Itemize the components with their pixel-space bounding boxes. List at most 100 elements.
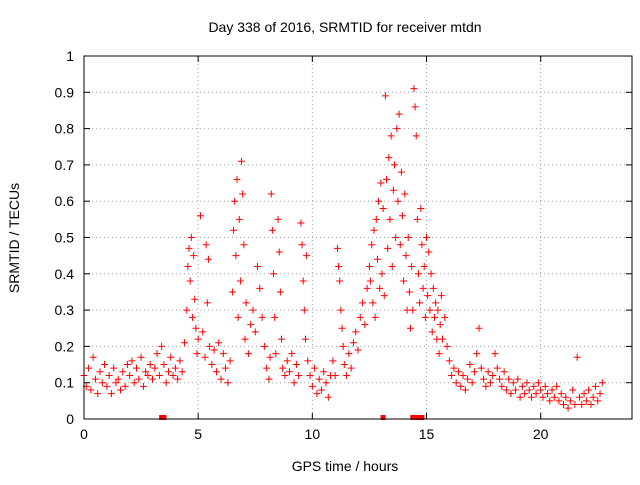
data-point: [384, 244, 392, 252]
data-point: [313, 390, 321, 398]
data-point: [475, 324, 483, 332]
data-point: [329, 357, 337, 365]
data-point: [544, 390, 552, 398]
data-point: [238, 157, 246, 165]
data-point: [389, 186, 397, 194]
data-point: [419, 284, 427, 292]
data-point: [448, 371, 456, 379]
data-point: [201, 353, 209, 361]
data-point: [373, 255, 381, 263]
data-point: [596, 390, 604, 398]
data-point: [91, 375, 99, 383]
data-point: [376, 284, 384, 292]
data-point: [158, 342, 166, 350]
data-point: [412, 132, 420, 140]
chart-title: Day 338 of 2016, SRMTID for receiver mtd…: [208, 19, 481, 35]
data-point: [367, 277, 375, 285]
data-point: [454, 368, 462, 376]
data-point: [388, 263, 396, 271]
tick-labels: 00.10.20.30.40.50.60.70.80.910 5 10 15 20: [55, 48, 549, 442]
data-point: [562, 393, 570, 401]
data-point: [393, 125, 401, 133]
data-point: [224, 379, 232, 387]
data-point: [304, 357, 312, 365]
data-point: [379, 204, 387, 212]
data-point: [435, 350, 443, 358]
data-point: [381, 92, 389, 100]
data-point: [196, 212, 204, 220]
data-point: [500, 368, 508, 376]
data-point: [411, 103, 419, 111]
data-point: [133, 364, 141, 372]
data-point: [385, 154, 393, 162]
data-point: [413, 215, 421, 223]
axis-markers: [159, 415, 425, 420]
data-point: [96, 368, 104, 376]
data-point: [274, 215, 282, 223]
data-point: [155, 371, 163, 379]
data-point: [534, 379, 542, 387]
y-tick-label: 0.4: [55, 266, 75, 282]
data-point: [226, 357, 234, 365]
data-point: [178, 368, 186, 376]
data-point: [242, 299, 250, 307]
data-point: [380, 292, 388, 300]
data-point: [162, 379, 170, 387]
data-point: [217, 375, 225, 383]
data-point: [585, 386, 593, 394]
data-point: [518, 382, 526, 390]
data-point: [276, 288, 284, 296]
y-tick-label: 1: [66, 48, 74, 64]
data-point: [434, 306, 442, 314]
data-point: [94, 390, 102, 398]
data-point: [516, 393, 524, 401]
data-point: [149, 375, 156, 383]
data-point: [550, 393, 558, 401]
data-point: [372, 215, 380, 223]
data-point: [466, 361, 474, 369]
data-point: [421, 313, 429, 321]
data-point: [407, 324, 415, 332]
data-point: [191, 295, 199, 303]
data-point: [397, 168, 405, 176]
data-point: [176, 357, 184, 365]
data-point: [340, 361, 348, 369]
data-point: [251, 328, 259, 336]
data-point: [270, 270, 278, 278]
data-point: [436, 321, 444, 329]
data-point: [231, 197, 239, 205]
data-point: [457, 382, 465, 390]
data-point: [347, 364, 355, 372]
data-point: [464, 375, 472, 383]
data-point: [416, 299, 424, 307]
data-point: [187, 234, 195, 241]
data-point: [167, 353, 175, 361]
data-point: [502, 386, 510, 394]
data-point: [352, 328, 360, 336]
data-point: [548, 386, 556, 394]
data-point: [375, 197, 383, 205]
data-point: [256, 284, 264, 292]
data-point: [107, 390, 115, 398]
data-point: [206, 342, 214, 350]
y-tick-label: 0.5: [55, 230, 75, 246]
data-point: [400, 277, 408, 285]
data-point: [142, 368, 150, 376]
data-point: [363, 284, 371, 292]
x-axis-label: GPS time / hours: [292, 458, 399, 474]
data-point: [525, 386, 533, 394]
data-point: [343, 371, 351, 379]
data-point: [359, 299, 367, 307]
data-point: [188, 313, 196, 321]
data-point: [409, 306, 417, 314]
data-point: [415, 270, 423, 278]
data-point: [258, 313, 266, 321]
data-point: [356, 313, 364, 321]
data-point: [174, 375, 182, 383]
y-tick-label: 0.3: [55, 302, 75, 318]
data-point: [493, 364, 501, 372]
data-point: [530, 382, 538, 390]
data-point: [368, 241, 376, 249]
data-point: [194, 335, 202, 343]
